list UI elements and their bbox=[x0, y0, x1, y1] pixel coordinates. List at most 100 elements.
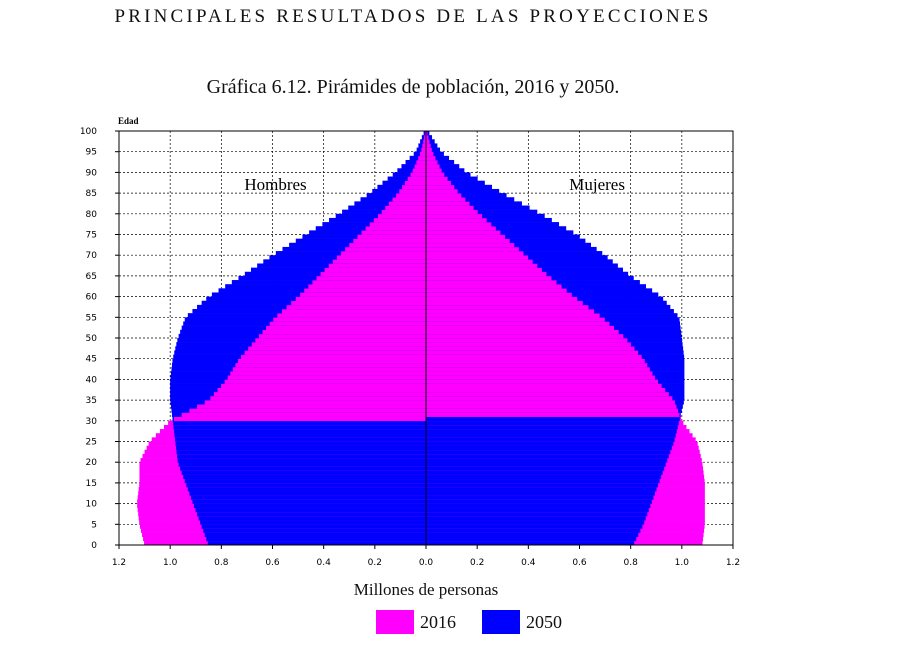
bar-mujeres-2050-age-22 bbox=[426, 449, 671, 455]
bar-mujeres-2016-age-98 bbox=[426, 135, 429, 140]
bar-mujeres-2016-age-48 bbox=[426, 342, 631, 347]
bar-mujeres-2016-age-53 bbox=[426, 321, 610, 326]
bar-hombres-2050-age-22 bbox=[176, 449, 426, 455]
bar-hombres-2050-age-19 bbox=[178, 462, 426, 467]
bar-mujeres-2016-age-76 bbox=[426, 226, 496, 231]
x-tick-label: 1.0 bbox=[675, 558, 690, 568]
bar-mujeres-2016-age-70 bbox=[426, 251, 524, 256]
bar-hombres-2016-age-97 bbox=[423, 139, 426, 144]
bar-hombres-2050-age-11 bbox=[190, 495, 426, 500]
bar-mujeres-2050-age-7 bbox=[426, 511, 648, 517]
bar-mujeres-2050-age-11 bbox=[426, 495, 654, 500]
bar-hombres-2016-age-92 bbox=[416, 159, 426, 165]
bar-mujeres-2016-age-67 bbox=[426, 263, 538, 268]
bar-hombres-2050-age-16 bbox=[183, 474, 426, 480]
bar-mujeres-2050-age-88 bbox=[426, 176, 478, 181]
bar-mujeres-2016-age-83 bbox=[426, 197, 466, 202]
y-tick-label: 65 bbox=[86, 272, 97, 282]
bar-mujeres-2016-age-65 bbox=[426, 271, 547, 277]
bar-hombres-2050-age-90 bbox=[397, 168, 426, 173]
bar-hombres-2050-age-89 bbox=[392, 172, 426, 177]
bar-mujeres-2016-age-73 bbox=[426, 238, 510, 244]
bar-mujeres-2016-age-62 bbox=[426, 284, 562, 289]
bar-mujeres-2050-age-2 bbox=[426, 532, 639, 538]
bar-hombres-2050-age-2 bbox=[204, 532, 426, 538]
bar-hombres-2016-age-74 bbox=[357, 234, 426, 239]
bar-mujeres-2016-age-45 bbox=[426, 354, 642, 359]
bar-mujeres-2050-age-8 bbox=[426, 507, 649, 513]
bar-hombres-2016-age-58 bbox=[291, 300, 426, 306]
bar-mujeres-2016-age-85 bbox=[426, 188, 458, 194]
y-tick-label: 0 bbox=[91, 541, 97, 551]
bar-hombres-2016-age-46 bbox=[244, 350, 426, 355]
bar-hombres-2016-age-93 bbox=[418, 155, 426, 161]
bar-mujeres-2050-age-84 bbox=[426, 193, 507, 198]
x-tick-label: 0.2 bbox=[368, 558, 382, 568]
bar-mujeres-2016-age-68 bbox=[426, 259, 533, 264]
bar-mujeres-2016-age-51 bbox=[426, 329, 619, 335]
x-tick-label: 1.0 bbox=[163, 558, 178, 568]
x-tick-label: 0.0 bbox=[419, 558, 434, 568]
bar-mujeres-2050-age-9 bbox=[426, 503, 651, 509]
bar-hombres-2050-age-29 bbox=[172, 420, 426, 426]
bar-hombres-2016-age-41 bbox=[230, 371, 426, 376]
bar-hombres-2016-age-80 bbox=[381, 209, 426, 215]
bar-mujeres-2016-age-88 bbox=[426, 176, 448, 181]
legend-swatch-2050 bbox=[482, 610, 520, 634]
bar-mujeres-2050-age-5 bbox=[426, 520, 645, 525]
bar-mujeres-2016-age-69 bbox=[426, 255, 529, 260]
bar-hombres-2016-age-89 bbox=[410, 172, 426, 177]
bar-hombres-2016-age-56 bbox=[281, 309, 426, 314]
bar-hombres-2050-age-93 bbox=[409, 155, 426, 161]
bar-mujeres-2016-age-38 bbox=[426, 383, 662, 388]
bar-mujeres-2050-age-80 bbox=[426, 209, 538, 215]
bar-mujeres-2050-age-15 bbox=[426, 478, 660, 484]
bar-mujeres-2016-age-39 bbox=[426, 379, 659, 384]
bar-mujeres-2016-age-82 bbox=[426, 201, 470, 206]
bar-hombres-2016-age-51 bbox=[262, 329, 426, 335]
bar-hombres-2016-age-50 bbox=[258, 333, 426, 339]
x-tick-label: 0.8 bbox=[624, 558, 639, 568]
bar-mujeres-2016-age-91 bbox=[426, 164, 440, 169]
bar-mujeres-2016-age-78 bbox=[426, 217, 487, 223]
y-tick-label: 55 bbox=[86, 313, 97, 323]
y-tick-label: 10 bbox=[86, 500, 98, 510]
bar-hombres-2050-age-28 bbox=[173, 424, 426, 430]
y-tick-label: 5 bbox=[91, 520, 97, 530]
bar-hombres-2016-age-91 bbox=[414, 164, 426, 169]
bar-mujeres-2016-age-72 bbox=[426, 242, 515, 248]
bar-mujeres-2050-age-91 bbox=[426, 164, 460, 169]
bar-hombres-2016-age-96 bbox=[422, 143, 426, 148]
bar-hombres-2050-age-91 bbox=[401, 164, 426, 169]
bar-hombres-2016-age-44 bbox=[237, 358, 426, 364]
bar-mujeres-2050-age-4 bbox=[426, 524, 643, 529]
bar-mujeres-2016-age-93 bbox=[426, 155, 436, 161]
bar-hombres-2016-age-75 bbox=[361, 230, 426, 235]
bar-mujeres-2050-age-82 bbox=[426, 201, 522, 206]
bar-hombres-2016-age-31 bbox=[181, 412, 426, 417]
bar-mujeres-2016-age-90 bbox=[426, 168, 442, 173]
bar-hombres-2016-age-33 bbox=[197, 404, 426, 409]
bar-hombres-2050-age-85 bbox=[372, 188, 426, 194]
bar-hombres-2050-age-14 bbox=[186, 482, 426, 488]
x-tick-label: 1.2 bbox=[112, 558, 126, 568]
bar-hombres-2016-age-65 bbox=[320, 271, 426, 277]
bar-hombres-2016-age-49 bbox=[255, 338, 426, 343]
y-axis-label: Edad bbox=[118, 116, 139, 126]
bar-hombres-2050-age-92 bbox=[405, 159, 426, 165]
bar-hombres-2016-age-77 bbox=[369, 222, 426, 227]
bar-hombres-2016-age-48 bbox=[251, 342, 426, 347]
bar-hombres-2050-age-20 bbox=[177, 458, 426, 463]
bar-mujeres-2016-age-89 bbox=[426, 172, 445, 177]
y-tick-label: 85 bbox=[86, 189, 97, 199]
bar-hombres-2050-age-0 bbox=[207, 540, 426, 546]
bar-mujeres-2050-age-27 bbox=[426, 429, 677, 434]
pyramid-bars bbox=[137, 131, 705, 546]
bar-hombres-2050-age-86 bbox=[377, 184, 426, 190]
bar-hombres-2016-age-90 bbox=[412, 168, 426, 173]
bar-hombres-2050-age-95 bbox=[416, 147, 426, 152]
bar-hombres-2050-age-18 bbox=[180, 466, 426, 471]
bar-hombres-2016-age-94 bbox=[419, 151, 426, 157]
bar-mujeres-2016-age-99 bbox=[426, 131, 428, 136]
x-tick-label: 0.2 bbox=[470, 558, 484, 568]
